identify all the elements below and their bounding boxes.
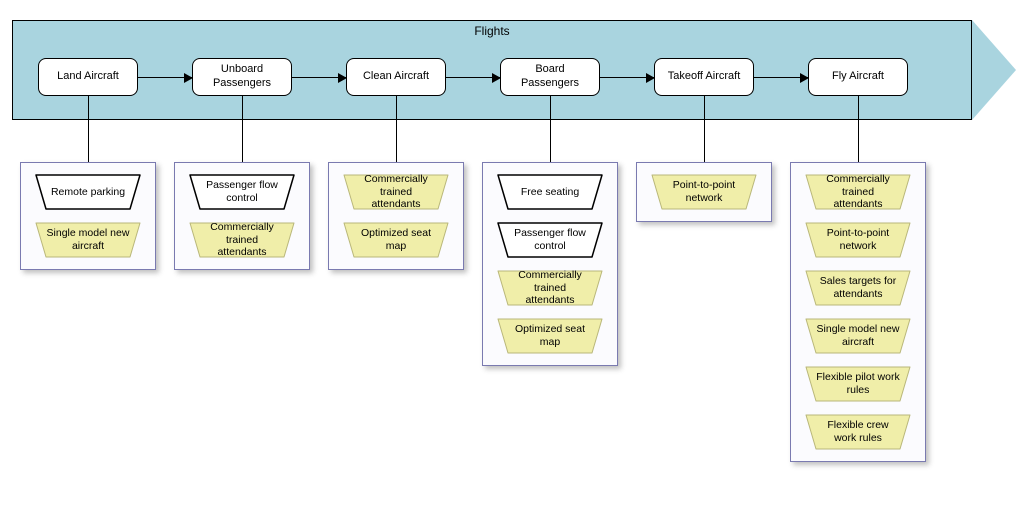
panel-land: Remote parking Single model new aircraft bbox=[20, 162, 156, 270]
banner-title: Flights bbox=[12, 24, 972, 38]
banner-arrowhead bbox=[972, 20, 1016, 120]
item-label: Commercially trained attendants bbox=[354, 173, 438, 211]
stage-label: Fly Aircraft bbox=[832, 70, 884, 84]
item-label: Optimized seat map bbox=[508, 323, 592, 348]
item-trapezoid: Commercially trained attendants bbox=[188, 221, 296, 259]
stage-label: Land Aircraft bbox=[57, 70, 119, 84]
item-label: Free seating bbox=[521, 186, 579, 199]
item-trapezoid: Optimized seat map bbox=[496, 317, 604, 355]
stage-label: Takeoff Aircraft bbox=[668, 70, 741, 84]
item-trapezoid: Passenger flow control bbox=[188, 173, 296, 211]
flow-arrow bbox=[754, 77, 808, 78]
stage-land: Land Aircraft bbox=[38, 58, 138, 96]
item-label: Remote parking bbox=[51, 186, 125, 199]
item-trapezoid: Point-to-point network bbox=[650, 173, 758, 211]
connector-line bbox=[704, 96, 705, 162]
item-trapezoid: Optimized seat map bbox=[342, 221, 450, 259]
item-trapezoid: Single model new aircraft bbox=[34, 221, 142, 259]
stage-label: Clean Aircraft bbox=[363, 70, 429, 84]
connector-line bbox=[550, 96, 551, 162]
item-trapezoid: Flexible crew work rules bbox=[804, 413, 912, 451]
stage-fly: Fly Aircraft bbox=[808, 58, 908, 96]
item-trapezoid: Commercially trained attendants bbox=[342, 173, 450, 211]
item-trapezoid: Commercially trained attendants bbox=[496, 269, 604, 307]
item-trapezoid: Point-to-point network bbox=[804, 221, 912, 259]
stage-unboard: Unboard Passengers bbox=[192, 58, 292, 96]
item-trapezoid: Free seating bbox=[496, 173, 604, 211]
panel-takeoff: Point-to-point network bbox=[636, 162, 772, 222]
item-label: Flexible crew work rules bbox=[816, 419, 900, 444]
item-trapezoid: Flexible pilot work rules bbox=[804, 365, 912, 403]
stage-label: Board Passengers bbox=[507, 63, 593, 91]
panel-clean: Commercially trained attendants Optimized… bbox=[328, 162, 464, 270]
connector-line bbox=[88, 96, 89, 162]
flow-arrow bbox=[600, 77, 654, 78]
item-trapezoid: Remote parking bbox=[34, 173, 142, 211]
stage-clean: Clean Aircraft bbox=[346, 58, 446, 96]
flow-arrow bbox=[138, 77, 192, 78]
item-label: Commercially trained attendants bbox=[508, 269, 592, 307]
item-label: Single model new aircraft bbox=[816, 323, 900, 348]
stage-board: Board Passengers bbox=[500, 58, 600, 96]
connector-line bbox=[242, 96, 243, 162]
item-label: Single model new aircraft bbox=[46, 227, 130, 252]
connector-line bbox=[858, 96, 859, 162]
item-trapezoid: Sales targets for attendants bbox=[804, 269, 912, 307]
item-label: Commercially trained attendants bbox=[816, 173, 900, 211]
flow-arrow bbox=[292, 77, 346, 78]
item-trapezoid: Single model new aircraft bbox=[804, 317, 912, 355]
item-label: Passenger flow control bbox=[508, 227, 592, 252]
item-label: Sales targets for attendants bbox=[816, 275, 900, 300]
stage-takeoff: Takeoff Aircraft bbox=[654, 58, 754, 96]
panel-board: Free seating Passenger flow control Commer… bbox=[482, 162, 618, 366]
stage-label: Unboard Passengers bbox=[199, 63, 285, 91]
item-label: Flexible pilot work rules bbox=[816, 371, 900, 396]
item-label: Passenger flow control bbox=[200, 179, 284, 204]
item-trapezoid: Commercially trained attendants bbox=[804, 173, 912, 211]
flow-arrow bbox=[446, 77, 500, 78]
item-trapezoid: Passenger flow control bbox=[496, 221, 604, 259]
item-label: Commercially trained attendants bbox=[200, 221, 284, 259]
panel-unboard: Passenger flow control Commercially train… bbox=[174, 162, 310, 270]
panel-fly: Commercially trained attendants Point-to-… bbox=[790, 162, 926, 462]
item-label: Point-to-point network bbox=[816, 227, 900, 252]
connector-line bbox=[396, 96, 397, 162]
item-label: Point-to-point network bbox=[662, 179, 746, 204]
item-label: Optimized seat map bbox=[354, 227, 438, 252]
